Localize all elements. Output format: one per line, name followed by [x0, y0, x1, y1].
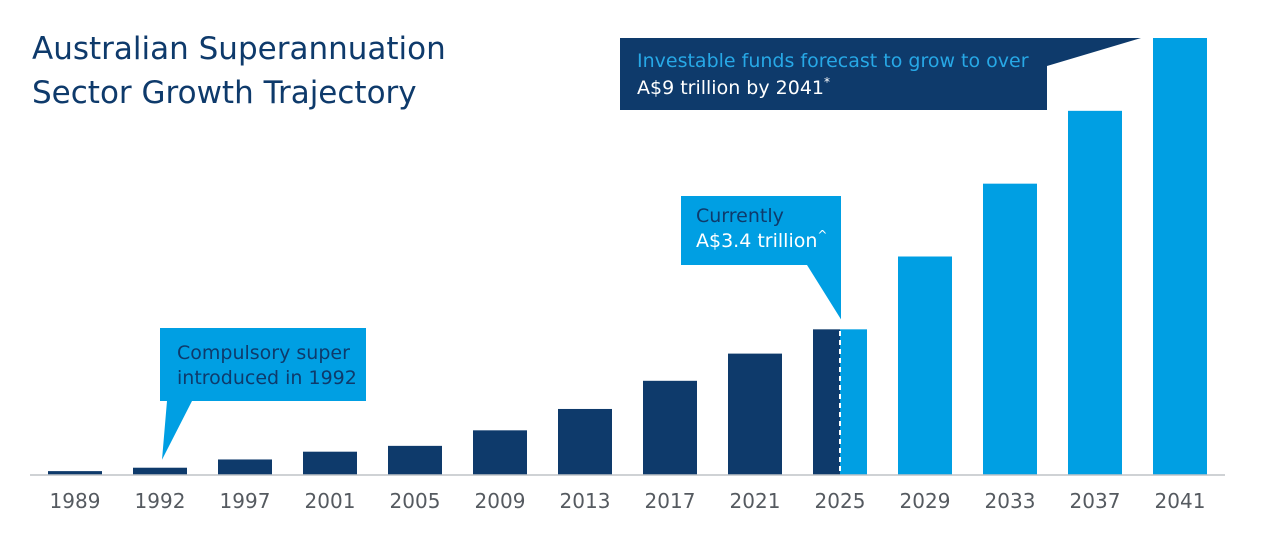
bar-2029: [898, 256, 952, 475]
bars-group: [48, 38, 1207, 475]
x-tick-label-2005: 2005: [390, 489, 441, 513]
bar-2037: [1068, 110, 1122, 475]
x-axis-ticks: 1989 1992 1997 2001 2005 2009 2013 2017 2021 2025…: [50, 489, 1206, 513]
x-tick-label-2029: 2029: [900, 489, 951, 513]
bar-2041: [1153, 38, 1207, 475]
x-tick-label-1989: 1989: [50, 489, 101, 513]
callout-current-line-2: A$3.4 trillion^: [696, 228, 827, 252]
x-tick-label-2037: 2037: [1070, 489, 1121, 513]
callout-compulsory-line-1: Compulsory super: [177, 342, 350, 364]
chart-title: Australian Superannuation Sector Growth …: [32, 31, 446, 111]
bar-2025-forecast: [840, 329, 867, 475]
bar-2017: [643, 380, 697, 475]
chart-title-line-1: Australian Superannuation: [32, 31, 446, 67]
bar-1989: [48, 471, 102, 475]
bar-2009: [473, 430, 527, 475]
callout-current-footnote-mark: ^: [817, 228, 827, 242]
callout-forecast-line-1: Investable funds forecast to grow to ove…: [637, 50, 1029, 72]
bar-2033: [983, 183, 1037, 475]
x-tick-label-1992: 1992: [135, 489, 186, 513]
bar-2021: [728, 353, 782, 475]
annotations: Compulsory super introduced in 1992 Curren…: [160, 38, 1141, 475]
callout-compulsory-box: [160, 328, 366, 460]
chart-title-line-2: Sector Growth Trajectory: [32, 75, 417, 111]
x-tick-label-2009: 2009: [475, 489, 526, 513]
x-tick-label-2021: 2021: [730, 489, 781, 513]
bar-1992: [133, 467, 187, 475]
x-tick-label-2025: 2025: [815, 489, 866, 513]
callout-current-line-1: Currently: [696, 205, 784, 227]
callout-forecast-box: [620, 38, 1141, 110]
callout-compulsory: Compulsory super introduced in 1992: [160, 328, 366, 460]
x-tick-label-2017: 2017: [645, 489, 696, 513]
callout-forecast-footnote-mark: *: [824, 75, 830, 89]
bar-2005: [388, 445, 442, 475]
bar-2025-historical: [813, 329, 840, 475]
callout-compulsory-line-2: introduced in 1992: [177, 367, 357, 389]
bar-1997: [218, 459, 272, 475]
callout-forecast-line-2: A$9 trillion by 2041*: [637, 75, 830, 99]
x-tick-label-2001: 2001: [305, 489, 356, 513]
bar-2013: [558, 408, 612, 475]
x-tick-label-1997: 1997: [220, 489, 271, 513]
x-tick-label-2033: 2033: [985, 489, 1036, 513]
bar-2001: [303, 451, 357, 475]
callout-forecast: Investable funds forecast to grow to ove…: [620, 38, 1141, 110]
x-tick-label-2041: 2041: [1155, 489, 1206, 513]
x-tick-label-2013: 2013: [560, 489, 611, 513]
callout-current-box: [681, 196, 841, 320]
